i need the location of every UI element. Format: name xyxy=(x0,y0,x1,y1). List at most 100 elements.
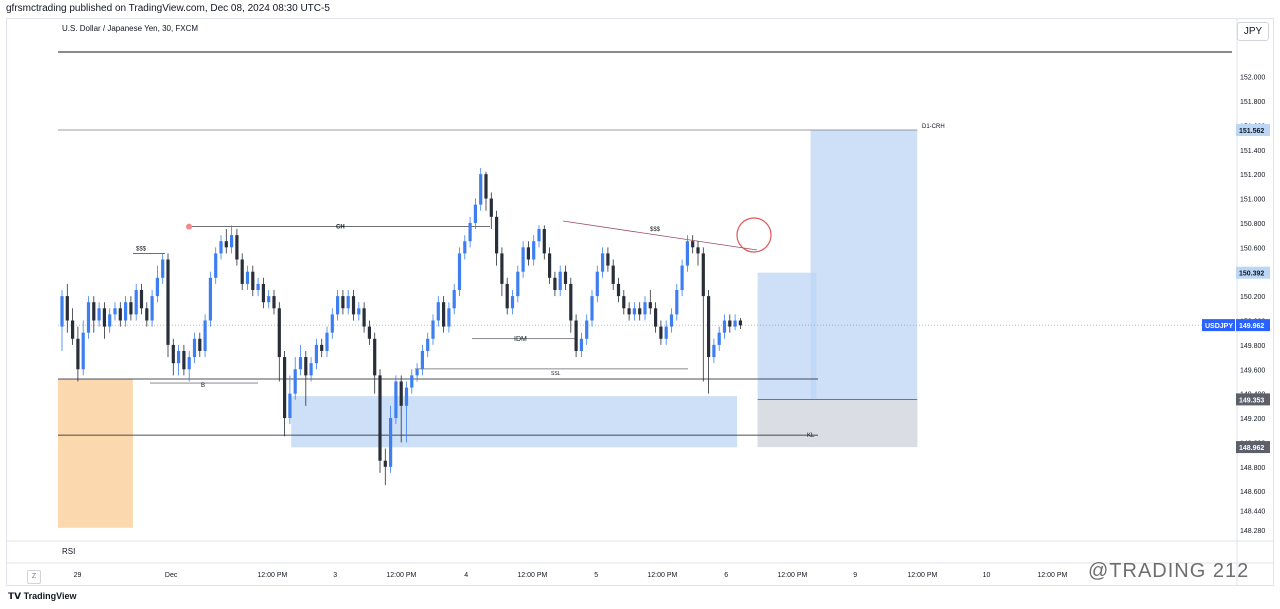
trendline xyxy=(562,220,758,251)
candle-body xyxy=(516,271,520,297)
candle-body xyxy=(521,247,525,272)
candle-body xyxy=(134,290,138,315)
candle-body xyxy=(76,338,80,370)
trendline-label: $$$ xyxy=(650,227,661,233)
candle-body xyxy=(442,302,446,327)
price-tick-label: 148.600 xyxy=(1240,489,1265,496)
currency-button[interactable]: JPY xyxy=(1237,22,1269,41)
candle-body xyxy=(208,277,212,321)
candle-body xyxy=(505,283,509,309)
candle-body xyxy=(484,174,488,199)
candle-body xyxy=(468,222,472,242)
liquidity-label: $$$ xyxy=(136,246,147,252)
candle-body xyxy=(330,314,334,333)
candle-body xyxy=(489,198,493,217)
candle-body xyxy=(124,302,128,321)
candle-body xyxy=(187,357,191,370)
tradingview-logo[interactable]: 𝗧𝗩 TradingView xyxy=(8,591,76,602)
candle-body xyxy=(267,296,271,303)
candle-body xyxy=(351,296,356,315)
candle-body xyxy=(738,320,742,326)
candle-body xyxy=(336,296,340,315)
price-badge xyxy=(1236,319,1270,332)
time-tick-label: 12:00 PM xyxy=(777,572,807,579)
candle-body xyxy=(717,332,721,345)
candle-body xyxy=(102,308,106,327)
candle-body xyxy=(691,241,695,248)
candle-body xyxy=(415,369,419,376)
candle-body xyxy=(389,418,393,467)
candle-body xyxy=(108,314,112,327)
price-tick-label: 152.000 xyxy=(1240,75,1265,82)
candle-body xyxy=(399,381,403,406)
candle-body xyxy=(574,320,578,351)
candle-body xyxy=(410,375,414,388)
chart-frame xyxy=(6,18,1274,586)
candle-body xyxy=(150,296,154,321)
candle-body xyxy=(373,338,377,376)
candle-body xyxy=(309,363,313,376)
candle-body xyxy=(86,302,91,333)
candle-body xyxy=(526,247,530,260)
published-by-text: gfrsmctrading published on TradingView.c… xyxy=(6,3,330,14)
candle-body xyxy=(590,296,594,321)
price-badge-label: 151.562 xyxy=(1239,128,1264,135)
candle-body xyxy=(733,320,737,327)
candle-body xyxy=(532,241,536,260)
idm-label: IDM xyxy=(514,336,527,343)
candle-body xyxy=(256,283,260,290)
candle-body xyxy=(224,241,228,248)
candle-body xyxy=(288,393,292,419)
tv-logo-icon: 𝗧𝗩 xyxy=(8,591,24,601)
candle-body xyxy=(542,229,546,254)
b-label: B xyxy=(201,383,205,389)
candle-body xyxy=(616,283,621,297)
price-tick-label: 148.280 xyxy=(1240,528,1265,535)
candle-body xyxy=(473,204,477,223)
candle-body xyxy=(325,332,329,351)
candle-body xyxy=(394,381,398,419)
candle-body xyxy=(479,174,483,205)
candle-body xyxy=(314,344,318,364)
candle-body xyxy=(97,308,101,321)
candle-body xyxy=(627,308,631,315)
candle-body xyxy=(595,271,599,297)
candle-body xyxy=(712,344,716,358)
candle-body xyxy=(341,296,345,309)
candle-body xyxy=(378,375,382,461)
candle-body xyxy=(675,290,679,315)
candle-body xyxy=(495,216,499,254)
candle-body xyxy=(198,338,202,351)
tv-logo-text: TradingView xyxy=(23,591,77,601)
candle-body xyxy=(669,314,674,327)
ch-origin-dot xyxy=(186,223,192,230)
candle-body xyxy=(463,241,467,254)
kl-zone xyxy=(291,396,738,448)
price-tick-label: 150.800 xyxy=(1240,221,1265,228)
candle-body xyxy=(65,296,69,321)
timezone-button[interactable]: Z xyxy=(27,570,41,584)
symbol-title[interactable]: U.S. Dollar / Japanese Yen, 30, FXCM xyxy=(62,24,199,33)
price-tick-label: 151.200 xyxy=(1240,172,1265,179)
time-tick-label: Dec xyxy=(165,572,178,579)
rsi-pane-label[interactable]: RSI xyxy=(62,547,76,556)
price-badge xyxy=(1236,266,1270,279)
price-badge-label: 149.962 xyxy=(1239,323,1264,330)
ssl-label: SSL xyxy=(551,371,561,377)
candle-body xyxy=(182,350,186,370)
candle-body xyxy=(648,302,652,309)
candle-body xyxy=(129,302,133,315)
price-badge-label: 150.392 xyxy=(1239,271,1264,278)
candle-body xyxy=(457,253,462,290)
price-badge-label: 148.962 xyxy=(1239,445,1264,452)
candle-body xyxy=(261,283,265,303)
bottom-bar: 𝗧𝗩 TradingView xyxy=(0,588,1280,609)
candle-body xyxy=(245,271,250,284)
price-tick-label: 150.600 xyxy=(1240,245,1265,252)
time-tick-label: 12:00 PM xyxy=(386,572,416,579)
highlight-circle xyxy=(736,217,772,253)
candle-body xyxy=(563,271,568,284)
candle-body xyxy=(177,350,181,364)
target-zone-large xyxy=(810,130,918,448)
